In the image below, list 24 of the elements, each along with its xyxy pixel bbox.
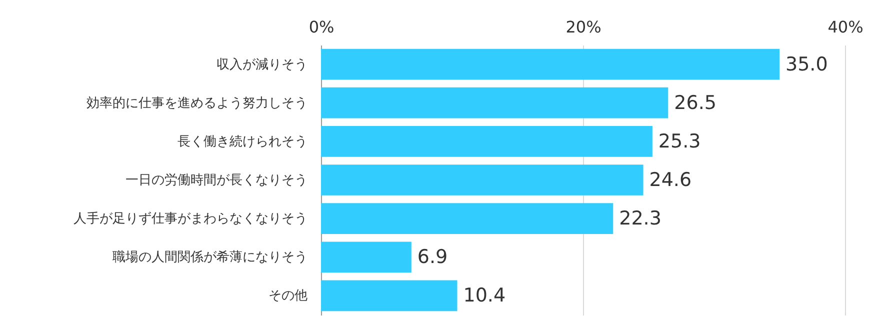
bar [321,203,614,234]
y-tick-label: 収入が減りそう [216,57,308,72]
x-tick-label: 20% [566,18,602,36]
bar [321,280,458,312]
y-tick-label: その他 [268,288,308,304]
data-label: 35.0 [786,53,828,76]
y-tick-label: 効率的に仕事を進めるよう努力しそう [86,94,308,111]
data-label: 26.5 [674,92,716,114]
x-tick-label: 0% [308,18,334,36]
bar [321,164,644,196]
y-tick-label: 人手が足りず仕事がまわらなくなりそう [74,212,308,227]
bar [321,126,652,157]
data-label: 25.3 [658,130,701,152]
bar [321,242,412,273]
data-label: 24.6 [649,169,692,191]
data-label: 10.4 [463,284,506,307]
bar [321,48,780,80]
y-tick-label: 一日の労働時間が長くなりそう [126,173,308,188]
y-tick-label: 長く働き続けられそう [178,134,308,150]
data-label: 6.9 [417,246,448,268]
bar [321,87,668,118]
x-tick-label: 40% [828,18,864,36]
data-label: 22.3 [619,208,662,230]
y-tick-label: 職場の人間関係が希薄になりそう [112,250,308,266]
